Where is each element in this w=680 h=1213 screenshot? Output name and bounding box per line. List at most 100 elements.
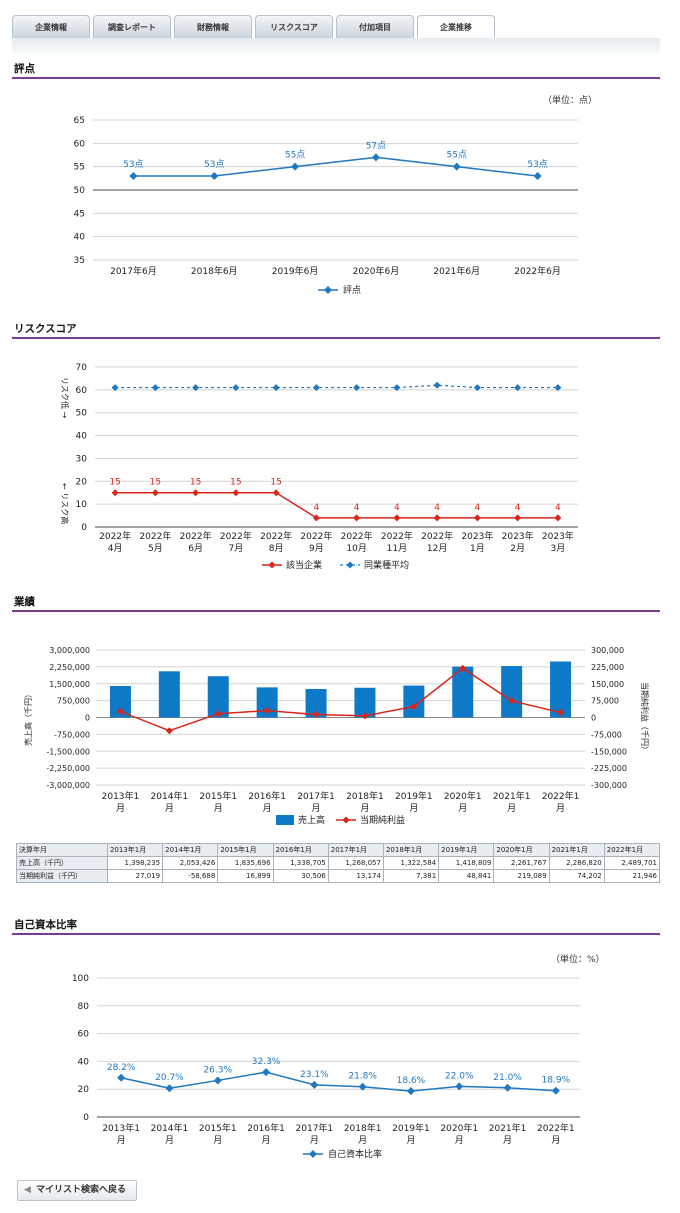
table-header-cell: 2020年1月 [493,843,550,857]
data-point [312,384,320,392]
data-label: 23.1% [300,1070,329,1080]
x-tick-label: 2018年1 [346,790,384,802]
bar-sales [403,685,425,718]
data-point [503,1083,512,1092]
table-cell: 74,202 [548,869,605,883]
legend-marker [342,816,350,824]
data-label: 15 [150,478,161,488]
data-label: 15 [109,478,120,488]
table-header-cell: 2018年1月 [382,843,440,857]
unit-label-equity: （単位：%） [551,955,605,965]
data-point [111,489,119,497]
x-tick-label: 2022年 [139,530,171,542]
x-tick-label: 2022年1 [537,1122,575,1134]
data-label: 55点 [285,150,305,161]
data-point [210,172,219,180]
data-point [151,384,159,392]
data-point [514,514,522,522]
data-point [116,707,124,715]
x-tick-label: 2016年1 [248,790,286,802]
y-tick-label: 0 [83,1113,89,1123]
y-tick-label: 40 [74,233,86,243]
data-point [361,712,369,720]
tab-survey-report[interactable]: 調査レポート [93,15,171,39]
x-tick-label: 2022年 [300,530,332,542]
table-cell: 2,286,820 [548,856,605,870]
x-tick-label: 8月 [269,543,284,554]
x-tick-label: 2022年 [220,530,252,542]
x-tick-label: 2017年1 [297,790,335,802]
data-point [551,1086,560,1095]
data-label: 57点 [366,140,386,151]
y2-tick-label: 0 [591,714,596,723]
tab-additional-items[interactable]: 付加項目 [336,15,414,39]
series-line-company [115,491,558,519]
data-label: 15 [270,478,281,488]
data-point [263,707,271,715]
data-point [410,703,418,711]
back-to-mylist-button[interactable]: ◀ マイリスト検索へ戻る [17,1180,137,1201]
y-tick-label: 750,000 [57,697,90,706]
y-axis-label-high-risk: ← リスク高 [60,483,70,524]
y-tick-label: 60 [76,386,88,396]
x-tick-label: 2021年6月 [433,265,480,277]
x-tick-label: 月 [213,1135,222,1146]
bar-sales [501,666,523,718]
data-point [508,697,516,705]
x-tick-label: 月 [458,803,467,814]
data-point [214,710,222,718]
tab-financial-info[interactable]: 財務情報 [174,15,252,39]
tab-company-trend[interactable]: 企業推移 [417,15,495,40]
x-tick-label: 2022年6月 [514,265,561,277]
x-tick-label: 2022年 [341,530,373,542]
x-tick-label: 11月 [387,543,407,554]
y-tick-label: 50 [76,409,88,419]
table-cell: 1,268,057 [327,856,384,870]
performance-table: 決算年月 2013年1月 2014年1月 2015年1月 2016年1月 201… [16,843,661,883]
x-tick-label: 1月 [470,543,485,554]
x-tick-label: 2020年1 [440,1122,478,1134]
x-tick-label: 月 [165,1135,174,1146]
x-tick-label: 月 [358,1135,367,1146]
x-tick-label: 2022年 [260,530,292,542]
y-tick-label: 50 [74,186,86,196]
section-divider [12,77,660,79]
table-row: 当期純利益（千円） 27,019 -58,688 16,899 30,506 1… [16,869,661,883]
table-row-label: 売上高（千円） [16,856,108,870]
x-tick-label: 2016年1 [247,1122,285,1134]
x-tick-label: 月 [503,1135,512,1146]
data-label: 18.9% [542,1076,571,1086]
x-tick-label: 2月 [510,543,525,554]
data-point [312,514,320,522]
y2-tick-label: 225,000 [591,663,624,672]
x-tick-label: 2015年1 [199,1122,237,1134]
series-line-equity-ratio [120,1071,556,1092]
equity-ratio-chart: 02040608010028.2%2013年1月20.7%2014年1月26.3… [72,974,580,1160]
data-label: 26.3% [203,1065,232,1075]
section-title-performance: 業績 [14,596,35,608]
tab-underline [12,38,660,58]
data-label: 53点 [123,159,143,170]
x-tick-label: 月 [455,1135,464,1146]
data-point [393,384,401,392]
data-point [514,384,522,392]
y-tick-label: 0 [81,523,87,533]
x-tick-label: 10月 [346,543,366,554]
table-cell: 1,322,584 [382,856,440,870]
y2-axis-label: 当期純利益（千円） [640,682,650,754]
data-point [310,1080,319,1089]
data-point [272,489,280,497]
table-cell: -58,688 [162,869,219,883]
tab-risk-score[interactable]: リスクスコア [255,15,333,39]
data-label: 15 [230,478,241,488]
series-line-score [133,156,538,177]
x-tick-label: 12月 [427,543,447,554]
section-divider [12,610,660,612]
table-cell: 219,089 [493,869,550,883]
table-cell: 48,841 [438,869,495,883]
y-tick-label: 80 [78,1002,90,1012]
data-point [533,172,542,180]
x-tick-label: 2015年1 [199,790,237,802]
tab-company-info[interactable]: 企業情報 [12,15,90,39]
data-label: 18.6% [397,1076,426,1086]
